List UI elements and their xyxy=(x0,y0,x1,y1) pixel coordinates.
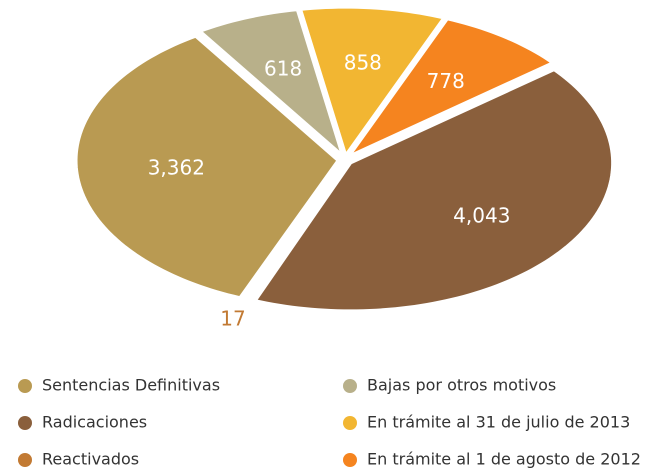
legend-label: En trámite al 31 de julio de 2013 xyxy=(367,413,630,432)
legend-swatch xyxy=(343,416,357,430)
value-label: 778 xyxy=(427,69,465,93)
legend-label: Radicaciones xyxy=(42,413,147,432)
legend-swatch xyxy=(18,416,32,430)
legend-label: Reactivados xyxy=(42,450,139,469)
value-label: 17 xyxy=(220,306,245,330)
pie-slice xyxy=(298,5,447,159)
value-label: 3,362 xyxy=(148,156,205,180)
legend-label: Bajas por otros motivos xyxy=(367,376,556,395)
legend-label: En trámite al 1 de agosto de 2012 xyxy=(367,450,641,469)
value-label: 4,043 xyxy=(453,204,510,228)
legend-swatch xyxy=(343,379,357,393)
legend-swatch xyxy=(18,379,32,393)
pie-slice xyxy=(74,34,341,300)
value-label: 858 xyxy=(344,50,382,74)
pie-slice xyxy=(252,67,615,313)
pie-slice xyxy=(197,8,346,161)
pie-slice xyxy=(344,17,556,160)
pie-slice xyxy=(241,163,344,305)
legend-label: Sentencias Definitivas xyxy=(42,376,220,395)
value-label: 618 xyxy=(264,57,302,81)
legend-swatch xyxy=(18,453,32,467)
legend-swatch xyxy=(343,453,357,467)
